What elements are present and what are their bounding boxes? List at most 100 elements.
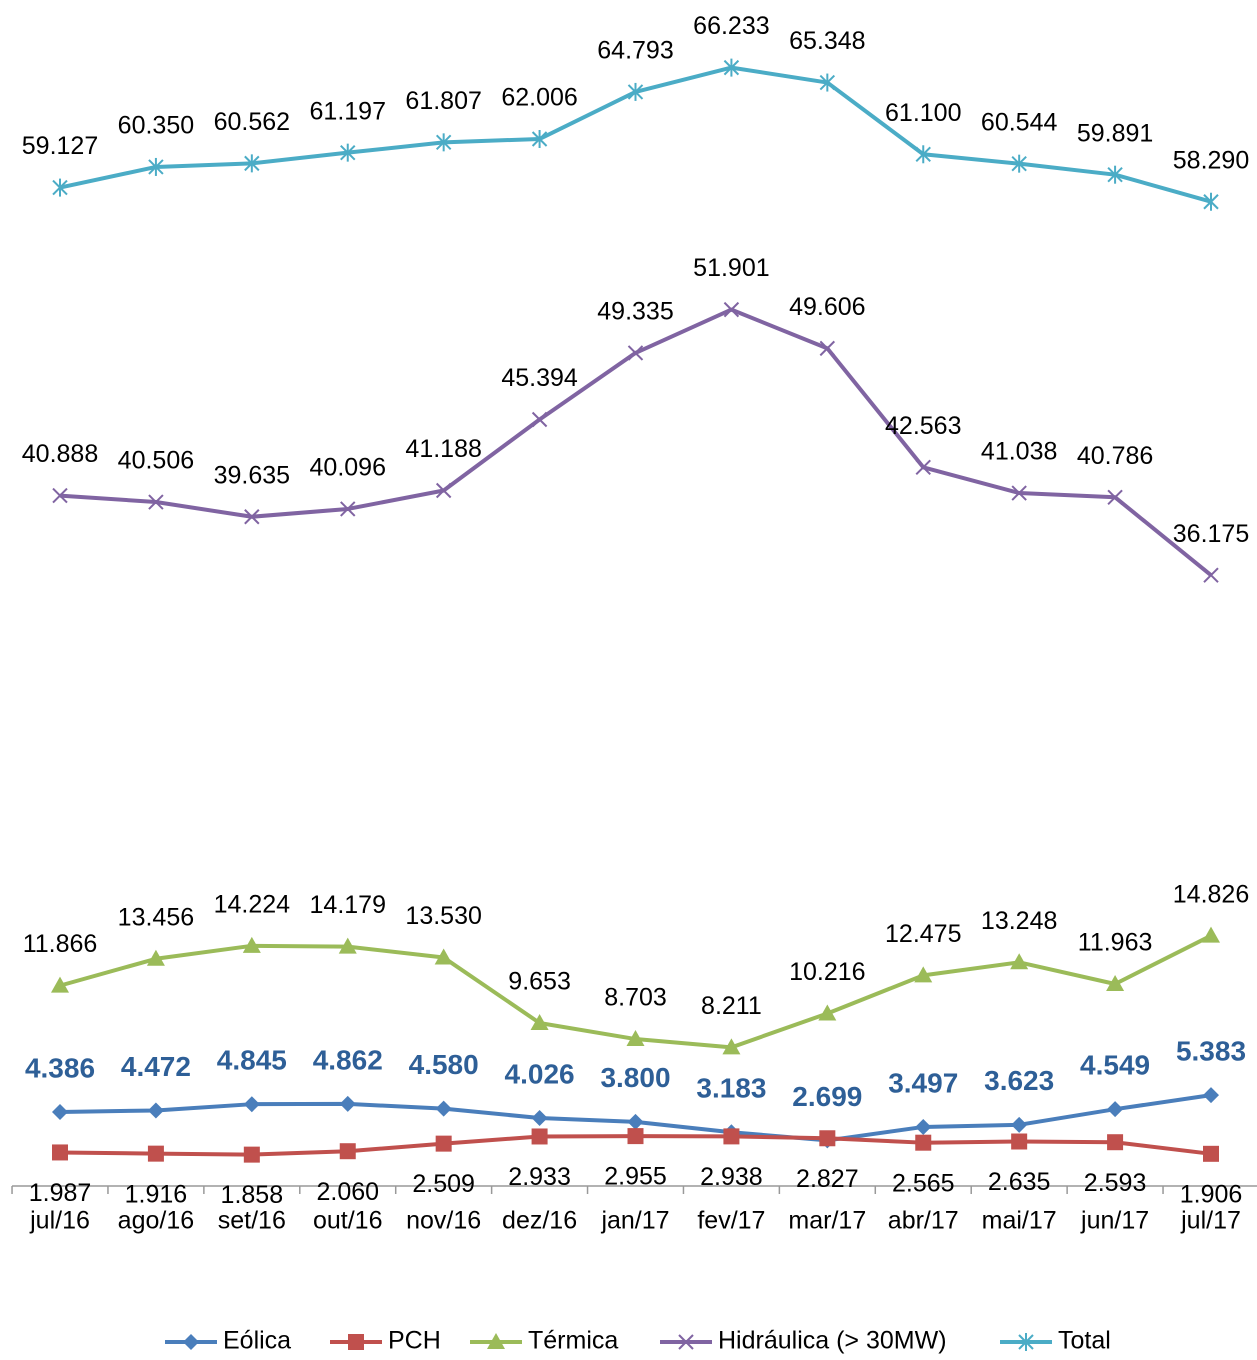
data-label: 2.060: [316, 1178, 379, 1206]
marker: [819, 340, 836, 357]
marker: [52, 487, 68, 504]
data-label: 10.216: [789, 958, 865, 986]
data-label: 39.635: [214, 461, 290, 489]
data-label: 2.509: [412, 1170, 475, 1198]
data-label: 41.038: [981, 438, 1057, 466]
legend-label: Térmica: [528, 1327, 618, 1355]
marker: [1106, 974, 1125, 991]
marker: [148, 494, 164, 510]
data-label: 49.606: [789, 293, 865, 321]
data-label: 1.916: [125, 1180, 188, 1208]
marker-stroke: [244, 509, 260, 525]
data-label: 4.026: [505, 1058, 575, 1089]
data-label: 2.699: [792, 1081, 862, 1112]
x-tick-label: jan/17: [600, 1207, 669, 1235]
legend-label: Total: [1058, 1327, 1111, 1355]
data-label: 4.472: [121, 1051, 191, 1082]
marker: [626, 1030, 645, 1047]
data-label: 64.793: [597, 37, 673, 65]
marker: [435, 482, 452, 499]
data-label: 40.506: [118, 447, 194, 475]
marker: [434, 948, 453, 965]
data-label: 61.197: [310, 97, 386, 125]
marker: [1010, 953, 1029, 970]
marker-stroke: [915, 459, 931, 476]
data-label: 36.175: [1173, 520, 1249, 548]
marker: [915, 1118, 932, 1135]
data-label: 13.530: [405, 902, 481, 930]
data-label: 62.006: [501, 84, 577, 112]
marker: [1018, 1333, 1034, 1351]
marker: [1011, 485, 1027, 501]
data-label: 61.100: [885, 99, 961, 127]
data-label: 3.183: [696, 1073, 766, 1104]
marker: [244, 154, 260, 173]
marker: [627, 345, 644, 361]
x-tick-label: fev/17: [697, 1207, 765, 1235]
marker-stroke: [531, 411, 548, 428]
marker: [627, 1113, 644, 1130]
data-label: 14.179: [310, 891, 386, 919]
x-tick-label: jul/16: [29, 1207, 90, 1235]
data-label: 5.383: [1176, 1035, 1246, 1066]
marker: [338, 937, 357, 954]
data-label: 11.963: [1078, 929, 1153, 957]
data-label: 14.826: [1173, 880, 1249, 908]
data-label: 14.224: [214, 890, 291, 918]
data-label: 4.845: [217, 1045, 287, 1076]
data-label: 2.827: [796, 1165, 859, 1193]
marker-stroke: [1107, 489, 1123, 506]
data-label: 1.906: [1180, 1180, 1243, 1208]
data-label: 60.562: [214, 108, 290, 136]
marker: [1107, 1134, 1124, 1151]
data-label: 1.858: [221, 1181, 284, 1209]
x-tick-label: nov/16: [406, 1207, 481, 1235]
marker: [339, 1095, 356, 1112]
marker: [530, 1014, 549, 1031]
data-label: 3.623: [984, 1065, 1054, 1096]
data-label: 4.580: [409, 1049, 479, 1080]
legend-label: Hidráulica (> 30MW): [718, 1327, 947, 1355]
marker: [818, 1004, 837, 1021]
marker: [1203, 1087, 1219, 1104]
marker-stroke: [148, 494, 164, 510]
data-label: 3.800: [600, 1062, 670, 1093]
marker: [531, 129, 548, 148]
data-label: 2.593: [1084, 1169, 1147, 1197]
data-label: 61.807: [405, 87, 481, 115]
data-label: 66.233: [693, 12, 769, 40]
marker: [435, 1100, 452, 1117]
marker: [819, 1130, 836, 1147]
data-label: 59.891: [1077, 119, 1153, 147]
marker-stroke: [819, 340, 836, 357]
data-label: 40.786: [1077, 442, 1153, 470]
data-label: 3.497: [888, 1067, 958, 1098]
marker: [146, 949, 165, 966]
marker: [627, 82, 644, 101]
marker: [1011, 154, 1027, 173]
marker-stroke: [435, 482, 452, 499]
marker: [723, 1128, 740, 1145]
marker: [52, 1103, 68, 1120]
data-label: 65.348: [789, 27, 865, 55]
marker-stroke: [340, 501, 356, 517]
marker: [340, 143, 356, 162]
data-label: 2.635: [988, 1168, 1051, 1196]
marker: [243, 1096, 260, 1113]
data-label: 2.955: [604, 1163, 667, 1191]
marker: [340, 501, 356, 517]
data-label: 40.096: [310, 454, 386, 482]
legend-label: PCH: [388, 1327, 441, 1355]
marker: [52, 1144, 68, 1161]
marker: [51, 976, 69, 993]
marker: [1107, 1101, 1124, 1118]
marker: [531, 1110, 548, 1127]
x-tick-label: ago/16: [118, 1207, 194, 1235]
data-label: 13.248: [981, 907, 1057, 935]
marker: [914, 966, 933, 983]
marker: [435, 1135, 452, 1152]
data-label: 8.211: [701, 992, 762, 1020]
data-label: 9.653: [508, 968, 571, 996]
marker: [52, 178, 68, 197]
data-label: 4.862: [313, 1044, 383, 1075]
